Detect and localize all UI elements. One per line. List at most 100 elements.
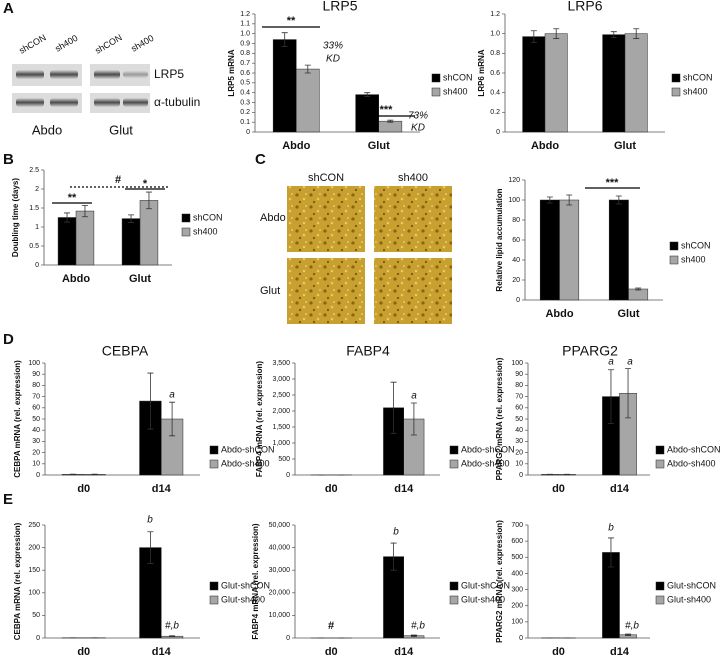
error-bar xyxy=(546,196,553,204)
y-axis-label: Relative lipid accumulation xyxy=(495,188,504,291)
legend-swatch xyxy=(431,73,441,83)
legend-swatch xyxy=(209,459,219,469)
legend-swatch xyxy=(209,445,219,455)
y-tick-label: 0 xyxy=(286,472,290,479)
annotation: 73% xyxy=(408,111,428,122)
x-tick-label: d14 xyxy=(394,646,414,657)
error-bar xyxy=(607,369,614,424)
y-tick-label: 1 xyxy=(35,224,39,231)
y-tick-label: 70 xyxy=(515,393,523,400)
y-tick-label: 0 xyxy=(516,297,520,304)
y-tick-label: 80 xyxy=(512,217,520,224)
chart-title: CEBPA xyxy=(102,343,149,359)
y-tick-label: 100 xyxy=(28,590,40,597)
error-bar xyxy=(635,287,642,291)
legend-swatch xyxy=(449,459,459,469)
legend-label: Glut-shCON xyxy=(667,580,716,590)
y-axis-label: PPARG2 mRNA (rel. expression) xyxy=(495,520,504,643)
y-tick-label: 20 xyxy=(515,449,523,456)
y-tick-label: 0.5 xyxy=(29,243,39,250)
panel-label: A xyxy=(3,0,14,17)
y-tick-label: 40 xyxy=(512,257,520,264)
y-tick-label: 40,000 xyxy=(269,544,291,551)
bar xyxy=(75,210,95,266)
x-tick-label: Glut xyxy=(618,308,640,320)
y-tick-label: 0.4 xyxy=(240,90,250,97)
y-axis-label: PPARG2 mRNA (rel. expression) xyxy=(495,357,504,480)
x-tick-label: Abdo xyxy=(531,140,559,152)
y-tick-label: 2.5 xyxy=(29,167,39,174)
y-tick-label: 0.3 xyxy=(240,99,250,106)
legend-label: sh400 xyxy=(683,86,708,96)
y-tick-label: 0 xyxy=(496,129,500,136)
error-bar xyxy=(387,119,394,123)
legend-swatch xyxy=(655,595,665,605)
bar xyxy=(539,199,560,301)
error-bar xyxy=(364,92,371,97)
y-tick-label: 100 xyxy=(28,360,40,367)
band xyxy=(50,70,78,79)
y-tick-label: 40 xyxy=(32,427,40,434)
protein-label: α-tubulin xyxy=(154,95,200,109)
legend-label: shCON xyxy=(681,240,711,250)
error-bar xyxy=(625,633,632,636)
bar xyxy=(522,36,546,133)
y-tick-label: 90 xyxy=(515,371,523,378)
y-tick-label: 50 xyxy=(32,416,40,423)
x-tick-label: d14 xyxy=(610,483,630,495)
bar xyxy=(272,39,297,133)
x-tick-label: Abdo xyxy=(282,140,310,152)
annotation: #,b xyxy=(165,621,179,632)
bar xyxy=(121,218,141,266)
legend-label: shCON xyxy=(193,212,223,222)
bar xyxy=(139,200,159,266)
column-label: sh400 xyxy=(398,172,428,184)
protein-label: LRP5 xyxy=(154,67,184,81)
y-tick-label: 3,000 xyxy=(272,376,290,383)
error-bar xyxy=(147,372,154,430)
y-tick-label: 30 xyxy=(32,438,40,445)
y-tick-label: 1.0 xyxy=(490,31,500,38)
legend-swatch xyxy=(655,581,665,591)
blot-strip xyxy=(12,64,82,86)
row-label: Glut xyxy=(260,285,280,297)
y-axis-label: LRP5 mRNA xyxy=(227,49,236,96)
y-tick-label: 20,000 xyxy=(269,590,291,597)
y-axis-label: Doubling time (days) xyxy=(11,178,20,257)
y-tick-label: 100 xyxy=(511,360,523,367)
y-tick-label: 50,000 xyxy=(269,522,291,529)
micrograph xyxy=(374,186,452,252)
y-tick-label: 300 xyxy=(511,586,523,593)
error-bar xyxy=(633,28,640,39)
y-tick-label: 10,000 xyxy=(269,612,291,619)
annotation: KD xyxy=(326,54,340,65)
y-tick-label: 0 xyxy=(35,262,39,269)
y-tick-label: 30 xyxy=(515,438,523,445)
y-tick-label: 40 xyxy=(515,427,523,434)
bar xyxy=(378,120,403,133)
legend-label: Abdo-sh400 xyxy=(461,458,510,468)
legend-swatch xyxy=(181,227,191,237)
legend-label: Glut-sh400 xyxy=(221,594,265,604)
legend-label: Abdo-shCON xyxy=(667,444,721,454)
y-tick-label: 0.5 xyxy=(240,80,250,87)
x-tick-label: d14 xyxy=(152,646,172,657)
annotation: *** xyxy=(380,104,394,116)
error-bar xyxy=(607,537,614,568)
bar xyxy=(559,199,580,301)
x-tick-label: d0 xyxy=(325,646,338,657)
annotation: a xyxy=(608,357,614,368)
x-tick-label: d0 xyxy=(552,646,565,657)
x-tick-label: d14 xyxy=(152,483,172,495)
legend-swatch xyxy=(671,73,681,83)
y-tick-label: 2,500 xyxy=(272,392,290,399)
lane-label: shCON xyxy=(93,32,124,55)
legend-swatch xyxy=(669,241,679,251)
x-tick-label: d14 xyxy=(394,483,414,495)
band xyxy=(50,98,78,107)
bar xyxy=(628,288,649,301)
row-label: Abdo xyxy=(260,212,286,224)
y-axis-label: FABP4 mRNA (rel. expression) xyxy=(255,361,264,478)
legend-label: shCON xyxy=(683,72,713,82)
